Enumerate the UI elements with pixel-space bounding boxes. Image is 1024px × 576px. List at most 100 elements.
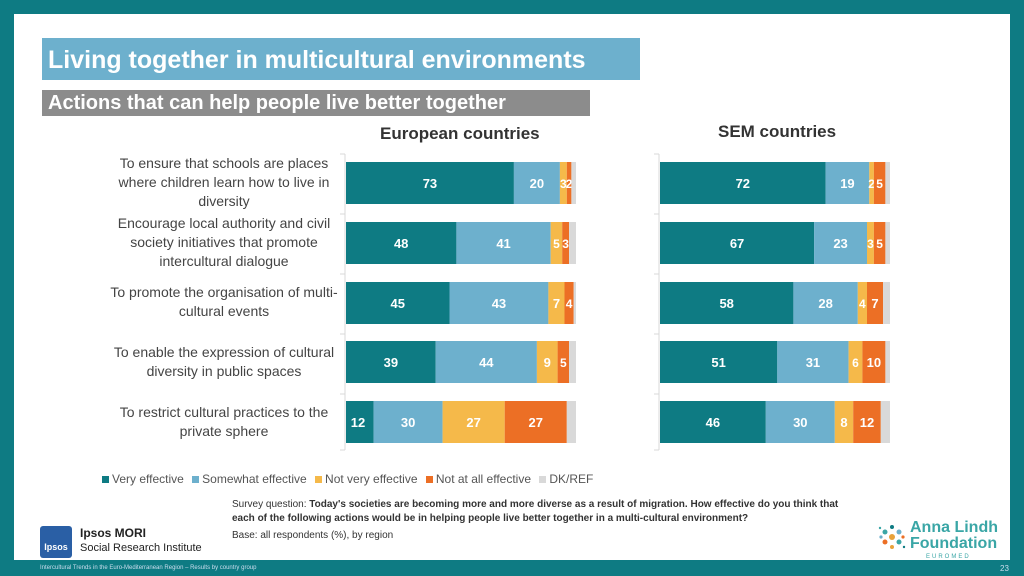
bar-not-very-effective bbox=[559, 162, 567, 204]
bar-very-effective bbox=[660, 401, 766, 443]
category-label-line: cultural events bbox=[178, 303, 270, 319]
data-label: 45 bbox=[391, 296, 405, 311]
bar-not-very-effective bbox=[536, 341, 558, 383]
data-label: 27 bbox=[466, 415, 480, 430]
bar-very-effective bbox=[346, 282, 450, 324]
data-label: 30 bbox=[793, 415, 807, 430]
bar-dk-ref bbox=[569, 222, 576, 264]
survey-question: Survey question: Today's societies are b… bbox=[232, 498, 852, 526]
data-label: 5 bbox=[553, 237, 560, 251]
bar-dk-ref bbox=[566, 401, 576, 443]
category-label-line: diversity in public spaces bbox=[146, 363, 302, 379]
data-label: 44 bbox=[479, 355, 494, 370]
bar-dk-ref bbox=[885, 162, 890, 204]
data-label: 5 bbox=[876, 177, 883, 191]
data-label: 73 bbox=[423, 176, 437, 191]
footer-text: Intercultural Trends in the Euro-Mediter… bbox=[40, 565, 257, 571]
data-label: 72 bbox=[736, 176, 750, 191]
category-label-line: private sphere bbox=[179, 423, 269, 439]
bar-not-very-effective bbox=[857, 282, 867, 324]
data-label: 39 bbox=[384, 355, 398, 370]
bar-very-effective bbox=[346, 341, 436, 383]
category-label: To ensure that schools are places where c… bbox=[94, 154, 354, 211]
bar-very-effective bbox=[346, 401, 374, 443]
data-label: 12 bbox=[351, 415, 365, 430]
data-label: 28 bbox=[818, 296, 832, 311]
ipsos-name: Ipsos MORI bbox=[80, 526, 147, 540]
data-label: 30 bbox=[401, 415, 415, 430]
data-label: 41 bbox=[496, 236, 510, 251]
category-label-line: society initiatives that promote bbox=[130, 233, 318, 250]
legend-swatch bbox=[102, 476, 109, 484]
bar-very-effective bbox=[346, 162, 514, 204]
data-label: 4 bbox=[566, 297, 573, 311]
data-label: 7 bbox=[553, 296, 560, 311]
bar-somewhat-effective bbox=[814, 222, 867, 264]
data-label: 8 bbox=[840, 415, 847, 430]
bar-very-effective bbox=[660, 282, 794, 324]
bar-very-effective bbox=[660, 162, 826, 204]
bar-dk-ref bbox=[569, 341, 576, 383]
page-title: Living together in multicultural environ… bbox=[48, 46, 586, 74]
legend-swatch bbox=[315, 476, 323, 484]
bar-not-very-effective bbox=[869, 162, 874, 204]
chart-legend: Very effective Somewhat effective Not ve… bbox=[102, 472, 598, 486]
bar-not-very-effective bbox=[550, 222, 563, 264]
bar-not-at-all-effective bbox=[853, 401, 881, 443]
bar-dk-ref bbox=[885, 341, 890, 383]
slide: Living together in multicultural environ… bbox=[14, 14, 1010, 560]
data-label: 7 bbox=[871, 296, 878, 311]
alf-line2: Foundation bbox=[910, 535, 998, 552]
data-label: 5 bbox=[876, 237, 883, 251]
bar-dk-ref bbox=[885, 222, 890, 264]
subtitle-banner: Actions that can help people live better… bbox=[42, 90, 590, 116]
data-label: 3 bbox=[562, 237, 569, 251]
category-label-line: To ensure that schools are places bbox=[119, 154, 329, 171]
legend-label: Somewhat effective bbox=[202, 472, 307, 486]
legend-label: DK/REF bbox=[549, 472, 594, 486]
panel-title-sem: SEM countries bbox=[718, 122, 837, 141]
survey-base: Base: all respondents (%), by region bbox=[232, 530, 394, 541]
bar-not-at-all-effective bbox=[873, 222, 886, 264]
bar-not-very-effective bbox=[867, 222, 874, 264]
bar-not-very-effective bbox=[834, 401, 854, 443]
category-label-line: where children learn how to live in bbox=[118, 173, 330, 190]
category-label: To enable the expression of cultural dive… bbox=[94, 343, 354, 381]
bar-dk-ref bbox=[880, 401, 890, 443]
bar-very-effective bbox=[660, 341, 778, 383]
data-label: 19 bbox=[840, 176, 854, 191]
data-label: 48 bbox=[394, 236, 408, 251]
bar-not-at-all-effective bbox=[862, 341, 886, 383]
survey-prefix: Survey question: bbox=[232, 499, 310, 510]
bar-not-at-all-effective bbox=[873, 162, 886, 204]
data-label: 3 bbox=[867, 237, 874, 251]
bar-not-at-all-effective bbox=[504, 401, 567, 443]
category-label-line: To enable the expression of cultural bbox=[113, 344, 335, 360]
alf-line1: Anna Lindh bbox=[910, 519, 998, 536]
bar-somewhat-effective bbox=[825, 162, 870, 204]
data-label: 27 bbox=[529, 415, 543, 430]
data-label: 67 bbox=[730, 236, 744, 251]
category-label-line: To restrict cultural practices to the bbox=[119, 404, 329, 420]
panel-title-european: European countries bbox=[380, 124, 540, 143]
bar-not-at-all-effective bbox=[564, 282, 574, 324]
bar-very-effective bbox=[346, 222, 457, 264]
legend-not-very-effective: Not very effective bbox=[315, 472, 418, 486]
bar-somewhat-effective bbox=[456, 222, 551, 264]
data-label: 12 bbox=[860, 415, 874, 430]
legend-swatch bbox=[539, 476, 547, 484]
legend-swatch bbox=[192, 476, 200, 484]
bar-somewhat-effective bbox=[513, 162, 560, 204]
data-label: 5 bbox=[560, 356, 567, 370]
bar-not-very-effective bbox=[442, 401, 505, 443]
legend-somewhat-effective: Somewhat effective bbox=[192, 472, 307, 486]
legend-label: Very effective bbox=[112, 472, 184, 486]
legend-label: Not at all effective bbox=[435, 472, 532, 486]
anna-lindh-euromed: EUROMED bbox=[926, 554, 971, 560]
bar-not-very-effective bbox=[548, 282, 565, 324]
data-label: 23 bbox=[833, 236, 847, 251]
category-label-line: intercultural dialogue bbox=[159, 252, 289, 269]
data-label: 3 bbox=[560, 177, 567, 191]
data-label: 51 bbox=[711, 355, 725, 370]
